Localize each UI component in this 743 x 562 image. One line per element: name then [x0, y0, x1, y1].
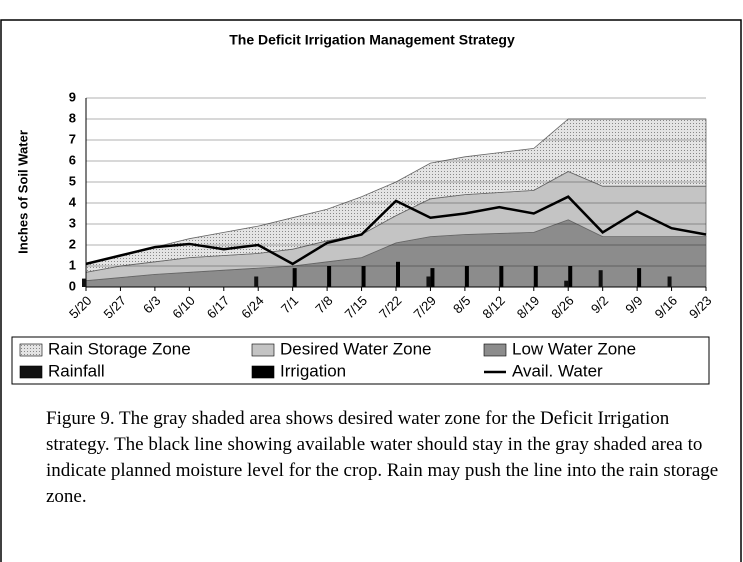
x-tick-label: 9/9: [622, 293, 645, 316]
bar: [564, 280, 569, 287]
frame: [0, 19, 742, 562]
x-tick-label: 6/3: [140, 293, 163, 316]
legend-swatch: [251, 365, 275, 379]
bar: [327, 266, 332, 287]
line: [85, 195, 707, 266]
x-tick-label: 8/5: [450, 293, 473, 316]
x-tick-label: 9/2: [588, 293, 611, 316]
y-tick-label: 7: [69, 131, 76, 146]
x-tick-label: 6/10: [169, 293, 198, 322]
legend-label: Avail. Water: [512, 361, 603, 380]
x-tick-label: 7/1: [278, 293, 301, 316]
bar: [637, 268, 642, 287]
x-tick-label: 7/15: [342, 293, 371, 322]
bar: [499, 266, 504, 287]
legend-swatch: [251, 343, 275, 357]
y-tick-label: 5: [69, 173, 76, 188]
legend-swatch: [19, 343, 43, 357]
x-tick-label: 7/29: [410, 293, 439, 322]
x-tick-label: 6/24: [238, 293, 267, 322]
caption: Figure 9. The gray shaded area shows des…: [46, 408, 719, 507]
chart-title: The Deficit Irrigation Management Strate…: [229, 32, 515, 48]
y-tick-label: 8: [69, 110, 76, 125]
bar: [598, 270, 603, 287]
legend-swatch: [483, 343, 507, 357]
x-tick-label: 8/12: [479, 293, 508, 322]
x-tick-label: 5/27: [100, 293, 129, 322]
x-tick-label: 7/22: [376, 293, 405, 322]
y-tick-label: 6: [69, 152, 76, 167]
y-tick-label: 1: [69, 257, 76, 272]
y-axis-label: Inches of Soil Water: [15, 130, 30, 254]
y-tick-label: 0: [69, 278, 76, 293]
legend-label: Rainfall: [48, 361, 105, 380]
x-tick-label: 7/8: [312, 293, 335, 316]
legend-label: Desired Water Zone: [280, 339, 431, 358]
x-tick-label: 8/19: [514, 293, 543, 322]
y-tick-label: 3: [69, 215, 76, 230]
bar: [254, 276, 259, 287]
bar: [396, 261, 400, 287]
x-tick-label: 9/23: [686, 293, 715, 322]
bar: [464, 266, 469, 287]
legend-label: Low Water Zone: [512, 339, 636, 358]
x-tick-label: 9/16: [652, 293, 681, 322]
bar: [568, 266, 573, 287]
bar: [82, 278, 86, 287]
legend-label: Irrigation: [280, 361, 346, 380]
bar: [667, 276, 672, 287]
x-tick-label: 5/20: [66, 293, 95, 322]
legend-box: [11, 336, 710, 385]
legend-swatch: [19, 365, 43, 379]
y-tick-label: 4: [69, 194, 77, 209]
legend-label: Rain Storage Zone: [48, 339, 191, 358]
x-tick-label: 8/26: [548, 293, 577, 322]
bar: [361, 266, 366, 287]
bar: [533, 266, 538, 287]
y-tick-label: 9: [69, 89, 76, 104]
bar: [430, 268, 435, 287]
bar: [292, 268, 297, 287]
x-tick-label: 6/17: [204, 293, 233, 322]
y-tick-label: 2: [69, 236, 76, 251]
bar: [426, 276, 431, 287]
